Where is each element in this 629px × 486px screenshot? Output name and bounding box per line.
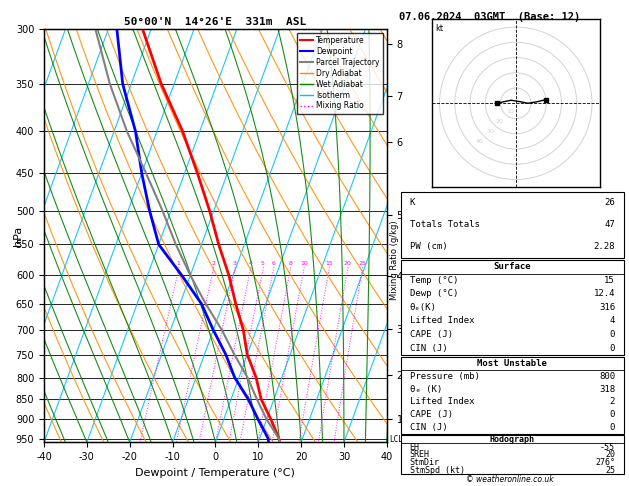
Legend: Temperature, Dewpoint, Parcel Trajectory, Dry Adiabat, Wet Adiabat, Isotherm, Mi: Temperature, Dewpoint, Parcel Trajectory…	[297, 33, 383, 114]
Text: StmDir: StmDir	[409, 458, 440, 467]
Text: Mixing Ratio (g/kg): Mixing Ratio (g/kg)	[390, 220, 399, 300]
Text: 30: 30	[486, 129, 494, 134]
Text: CIN (J): CIN (J)	[409, 344, 447, 352]
Text: Totals Totals: Totals Totals	[409, 220, 479, 229]
Text: 2: 2	[211, 261, 215, 266]
Text: 20: 20	[343, 261, 352, 266]
Text: 25: 25	[359, 261, 366, 266]
Text: EH: EH	[409, 443, 420, 451]
Text: 8: 8	[289, 261, 292, 266]
Text: 0: 0	[610, 330, 615, 339]
Text: 4: 4	[610, 316, 615, 326]
Text: 15: 15	[325, 261, 333, 266]
FancyBboxPatch shape	[401, 260, 624, 355]
Y-axis label: km
ASL: km ASL	[409, 216, 425, 236]
Text: 07.06.2024  03GMT  (Base: 12): 07.06.2024 03GMT (Base: 12)	[399, 12, 581, 22]
Title: 50°00'N  14°26'E  331m  ASL: 50°00'N 14°26'E 331m ASL	[125, 17, 306, 27]
Text: 800: 800	[599, 372, 615, 381]
Text: Hodograph: Hodograph	[490, 435, 535, 444]
Text: 2.28: 2.28	[594, 242, 615, 251]
Text: Dewp (°C): Dewp (°C)	[409, 289, 458, 298]
Text: 0: 0	[610, 344, 615, 352]
Text: 276°: 276°	[595, 458, 615, 467]
Text: Lifted Index: Lifted Index	[409, 316, 474, 326]
Text: 0: 0	[610, 410, 615, 419]
Text: 6: 6	[272, 261, 276, 266]
Text: 10: 10	[300, 261, 308, 266]
Text: 5: 5	[261, 261, 265, 266]
Text: 20: 20	[496, 119, 504, 124]
Text: 3: 3	[233, 261, 237, 266]
Text: 316: 316	[599, 303, 615, 312]
FancyBboxPatch shape	[401, 435, 624, 474]
Text: 1: 1	[177, 261, 181, 266]
Text: 47: 47	[604, 220, 615, 229]
Text: θₑ(K): θₑ(K)	[409, 303, 437, 312]
Text: CAPE (J): CAPE (J)	[409, 330, 453, 339]
Text: 0: 0	[610, 423, 615, 432]
Text: CIN (J): CIN (J)	[409, 423, 447, 432]
X-axis label: Dewpoint / Temperature (°C): Dewpoint / Temperature (°C)	[135, 468, 296, 478]
FancyBboxPatch shape	[401, 192, 624, 258]
Text: 15: 15	[604, 276, 615, 285]
Text: hPa: hPa	[13, 226, 23, 246]
Text: θₑ (K): θₑ (K)	[409, 384, 442, 394]
Text: 25: 25	[605, 466, 615, 475]
Text: K: K	[409, 198, 415, 208]
Text: 40: 40	[476, 139, 484, 144]
Text: Temp (°C): Temp (°C)	[409, 276, 458, 285]
FancyBboxPatch shape	[401, 357, 624, 434]
Text: Lifted Index: Lifted Index	[409, 397, 474, 406]
Text: 318: 318	[599, 384, 615, 394]
Text: -55: -55	[600, 443, 615, 451]
Text: LCL: LCL	[389, 435, 403, 444]
Text: kt: kt	[435, 24, 443, 34]
Text: Pressure (mb): Pressure (mb)	[409, 372, 479, 381]
Text: StmSpd (kt): StmSpd (kt)	[409, 466, 465, 475]
Text: 2: 2	[610, 397, 615, 406]
Text: 26: 26	[604, 198, 615, 208]
Text: 10: 10	[506, 109, 514, 114]
Text: Surface: Surface	[494, 262, 531, 271]
Text: PW (cm): PW (cm)	[409, 242, 447, 251]
Text: © weatheronline.co.uk: © weatheronline.co.uk	[465, 474, 554, 484]
Text: CAPE (J): CAPE (J)	[409, 410, 453, 419]
Text: 20: 20	[605, 451, 615, 459]
Text: 4: 4	[248, 261, 252, 266]
Text: 12.4: 12.4	[594, 289, 615, 298]
Text: SREH: SREH	[409, 451, 430, 459]
Text: Most Unstable: Most Unstable	[477, 359, 547, 368]
